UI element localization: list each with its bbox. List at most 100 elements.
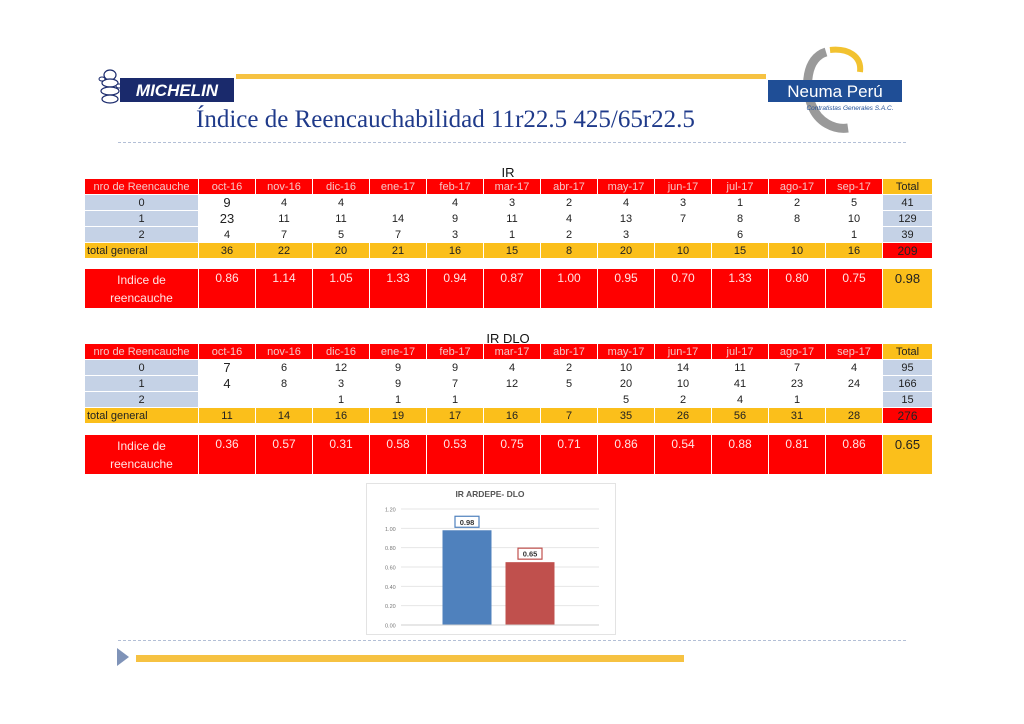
index-value-cell: 1.33 xyxy=(369,268,427,309)
table-cell: feb-17 xyxy=(426,178,484,195)
ir-ardepe-row: 2 4 7 5 7 3 1 2 3 6 1 39 xyxy=(84,226,933,243)
table-cell: 20 xyxy=(597,375,655,392)
table-cell: 7 xyxy=(426,375,484,392)
ir-dlo-index-table: Indice de reencauche 0.36 0.57 0.31 0.58 0.53… xyxy=(84,434,933,475)
index-total-cell: 0.98 xyxy=(882,268,933,309)
index-label: Indice de reencauche xyxy=(84,268,199,309)
total-cell: 209 xyxy=(882,242,933,259)
ir-dlo-index-row: Indice de reencauche 0.36 0.57 0.31 0.58 0.53… xyxy=(84,434,933,475)
index-value-cell: 0.54 xyxy=(654,434,712,475)
table-cell xyxy=(540,391,598,408)
y-tick-label: 0.00 xyxy=(385,624,396,630)
table-cell: 23 xyxy=(768,375,826,392)
table-cell: ago-17 xyxy=(768,178,826,195)
table-cell: 20 xyxy=(597,242,655,259)
table-cell: 11 xyxy=(483,210,541,227)
table-cell: 9 xyxy=(198,194,256,211)
table-cell: 4 xyxy=(483,359,541,376)
table-cell: jun-17 xyxy=(654,343,712,360)
row-label-cell: total general xyxy=(84,407,199,424)
ir-chart: IR ARDEPE- DLO 0.00 0.20 0.40 0.60 0.80 1.00 1.… xyxy=(366,483,616,635)
table-cell: oct-16 xyxy=(198,178,256,195)
table-cell: 5 xyxy=(825,194,883,211)
table-cell xyxy=(255,391,313,408)
table-cell: 10 xyxy=(654,242,712,259)
total-cell: 276 xyxy=(882,407,933,424)
table-cell: 4 xyxy=(711,391,769,408)
table-cell: 1 xyxy=(369,391,427,408)
table-cell: abr-17 xyxy=(540,343,598,360)
table-cell: 1 xyxy=(825,226,883,243)
table-cell: 22 xyxy=(255,242,313,259)
table-cell: 15 xyxy=(483,242,541,259)
table-cell: 7 xyxy=(654,210,712,227)
bar-ardepe xyxy=(442,530,492,625)
table-cell: 17 xyxy=(426,407,484,424)
row-label-cell: 0 xyxy=(84,194,199,211)
table-cell: 26 xyxy=(654,407,712,424)
index-value-cell: 0.70 xyxy=(654,268,712,309)
table-cell: 11 xyxy=(312,210,370,227)
table-cell: 28 xyxy=(825,407,883,424)
table-cell: 7 xyxy=(255,226,313,243)
ir-dlo-row: 1 4 8 3 9 7 12 5 20 10 41 23 24 166 xyxy=(84,375,933,392)
table-cell: 16 xyxy=(825,242,883,259)
table-cell: 9 xyxy=(369,375,427,392)
row-label-cell: 2 xyxy=(84,226,199,243)
y-tick-label: 0.60 xyxy=(385,566,396,572)
index-value-cell: 0.71 xyxy=(540,434,598,475)
total-cell: 95 xyxy=(882,359,933,376)
page-title: Índice de Reencauchabilidad 11r22.5 425/… xyxy=(196,106,695,133)
ir-dlo-row: 2 1 1 1 5 2 4 1 15 xyxy=(84,391,933,408)
table-cell: 1 xyxy=(711,194,769,211)
table-cell: 1 xyxy=(426,391,484,408)
table-cell: 3 xyxy=(597,226,655,243)
table-cell: 16 xyxy=(312,407,370,424)
ir-dlo-total-row: total general 11 14 16 19 17 16 7 35 26 56 31 28 276 xyxy=(84,407,933,424)
index-value-cell: 1.00 xyxy=(540,268,598,309)
table-cell: 12 xyxy=(312,359,370,376)
table-cell: 6 xyxy=(711,226,769,243)
table-cell: may-17 xyxy=(597,343,655,360)
y-tick-label: 1.00 xyxy=(385,527,396,533)
table-cell: oct-16 xyxy=(198,343,256,360)
table-cell: 4 xyxy=(825,359,883,376)
table-cell: 35 xyxy=(597,407,655,424)
table-cell: 7 xyxy=(198,359,256,376)
table-cell: dic-16 xyxy=(312,178,370,195)
table-cell: 4 xyxy=(255,194,313,211)
table-cell: 1 xyxy=(768,391,826,408)
table-cell: 23 xyxy=(198,210,256,227)
table-cell: 24 xyxy=(825,375,883,392)
table-cell: 5 xyxy=(312,226,370,243)
ir-ardepe-index-table: Indice de reencauche 0.86 1.14 1.05 1.33 0.94… xyxy=(84,268,933,309)
row-label-cell: total general xyxy=(84,242,199,259)
table-cell: 9 xyxy=(426,359,484,376)
table-cell: 4 xyxy=(540,210,598,227)
ir-ardepe-row: 0 9 4 4 4 3 2 4 3 1 2 5 41 xyxy=(84,194,933,211)
dlo-caption: IR DLO xyxy=(486,331,530,346)
table-cell: 1 xyxy=(312,391,370,408)
header-yellow-bar xyxy=(236,74,766,79)
table-cell: 5 xyxy=(540,375,598,392)
total-cell: 39 xyxy=(882,226,933,243)
table-cell: 4 xyxy=(426,194,484,211)
index-value-cell: 0.58 xyxy=(369,434,427,475)
ir-ardepe-header-row: nro de Reencauche oct-16 nov-16 dic-16 ene-1… xyxy=(84,178,933,195)
table-cell: 56 xyxy=(711,407,769,424)
table-cell: mar-17 xyxy=(483,178,541,195)
table-cell: 4 xyxy=(198,375,256,392)
table-cell: 21 xyxy=(369,242,427,259)
ir-dlo-header-row: nro de Reencauche oct-16 nov-16 dic-16 ene-1… xyxy=(84,343,933,360)
table-cell: 10 xyxy=(825,210,883,227)
row-label-cell: 1 xyxy=(84,375,199,392)
row-label-cell: nro de Reencauche xyxy=(84,178,199,195)
index-value-cell: 0.95 xyxy=(597,268,655,309)
table-cell: 14 xyxy=(369,210,427,227)
index-value-cell: 0.86 xyxy=(825,434,883,475)
ir-dlo-row: 0 7 6 12 9 9 4 2 10 14 11 7 4 95 xyxy=(84,359,933,376)
data-label: 0.98 xyxy=(460,518,475,527)
bibendum-icon xyxy=(98,69,123,104)
row-label-cell: 0 xyxy=(84,359,199,376)
total-cell: 166 xyxy=(882,375,933,392)
